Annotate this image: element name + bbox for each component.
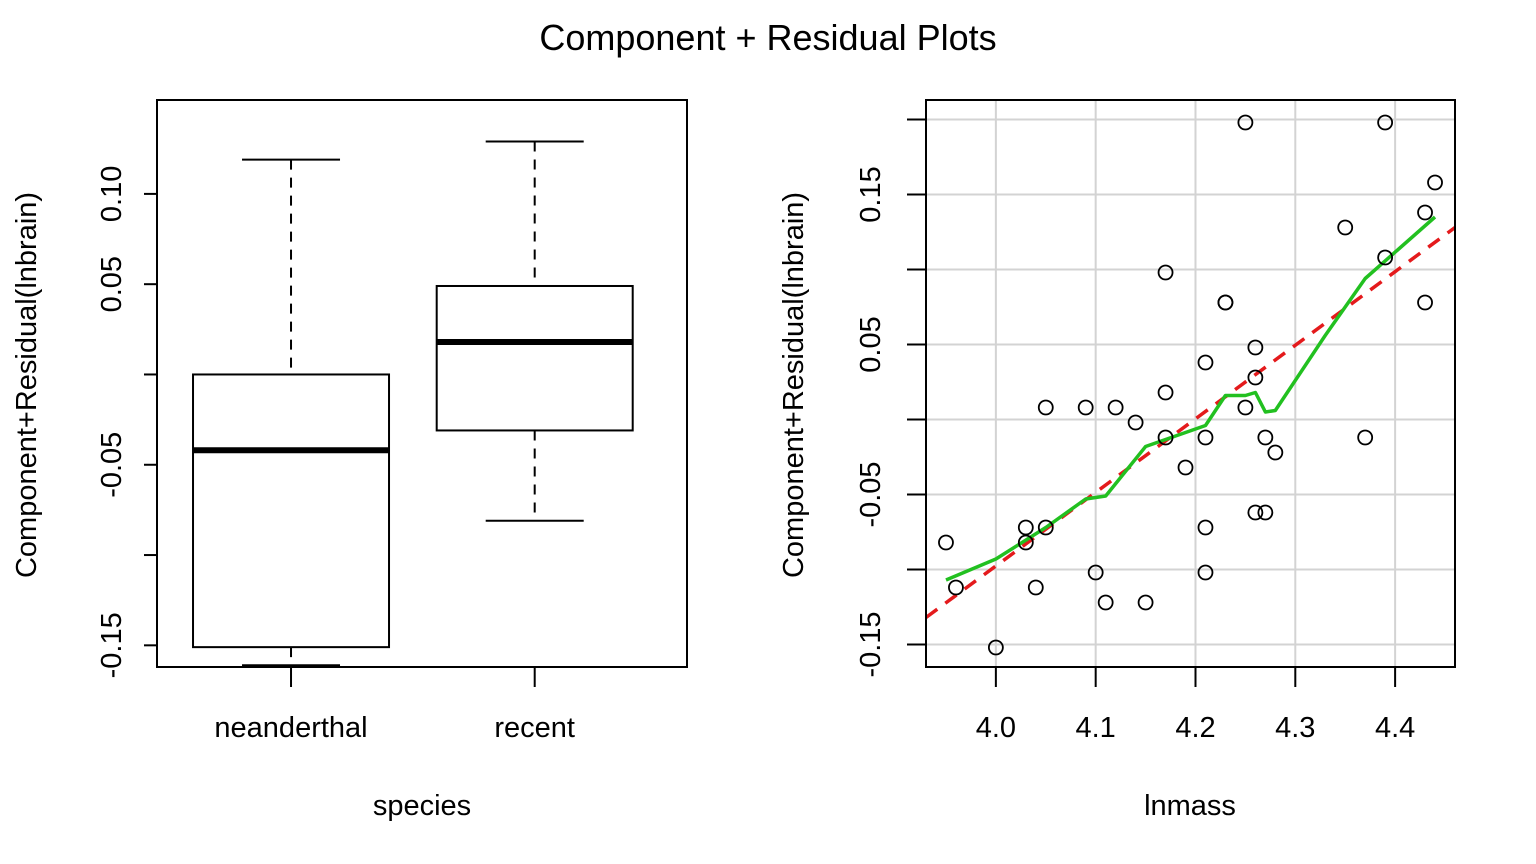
- species-x-axis: neanderthal recent: [214, 667, 575, 744]
- scatter-point: [1247, 339, 1264, 356]
- box-neanderthal-iqr-box: [192, 373, 391, 649]
- lnmass-x-axis: 4.0 4.1 4.2 4.3 4.4: [976, 667, 1415, 744]
- scatter-point: [1267, 444, 1284, 461]
- scatter-point: [1427, 174, 1443, 191]
- scatter-point: [1087, 564, 1104, 581]
- scatter-point: [1417, 204, 1433, 221]
- lnmass-y-tick-label: 0.05: [855, 316, 887, 372]
- scatter-point: [1237, 399, 1254, 416]
- species-y-tick-label: -0.05: [96, 432, 128, 498]
- species-y-tick-label: -0.15: [96, 612, 128, 678]
- scatter-point: [1197, 519, 1214, 536]
- species-panel-frame: [156, 99, 688, 668]
- scatter-point: [938, 534, 954, 551]
- smooth-fit-line: [945, 215, 1437, 582]
- lnmass-x-tick-label: 4.3: [1275, 712, 1315, 744]
- figure-title: Component + Residual Plots: [539, 17, 996, 58]
- scatter-point: [1077, 399, 1094, 416]
- lnmass-lines: [924, 215, 1457, 619]
- lnmass-x-tick-label: 4.0: [976, 712, 1016, 744]
- species-x-axis-label: species: [373, 790, 471, 822]
- species-panel: -0.15 -0.05 0.05 0.10 neanderthal recent spe…: [11, 99, 688, 822]
- lnmass-y-axis-label: Component+Residual(lnbrain): [778, 192, 810, 578]
- lnmass-panel-grid: [926, 100, 1455, 667]
- scatter-point: [948, 579, 964, 596]
- scatter-point: [1137, 594, 1154, 611]
- scatter-point: [987, 639, 1004, 656]
- lnmass-y-tick-label: -0.05: [855, 461, 887, 527]
- species-y-tick-label: 0.05: [96, 256, 128, 312]
- scatter-point: [1017, 519, 1034, 536]
- scatter-point: [1247, 369, 1264, 386]
- scatter-point: [1157, 264, 1174, 281]
- scatter-point: [1337, 219, 1354, 236]
- lnmass-x-tick-label: 4.4: [1375, 712, 1415, 744]
- scatter-point: [1107, 399, 1124, 416]
- scatter-point: [1257, 429, 1274, 446]
- scatter-point: [1037, 519, 1054, 536]
- lnmass-panel-frame: [925, 99, 1456, 668]
- lnmass-points: [938, 114, 1443, 656]
- scatter-point: [1127, 414, 1144, 431]
- scatter-point: [1377, 114, 1394, 131]
- scatter-point: [1237, 114, 1254, 131]
- scatter-point: [1177, 459, 1194, 476]
- scatter-point: [1247, 504, 1264, 521]
- lnmass-y-axis: -0.15 -0.05 0.05 0.15: [855, 118, 926, 678]
- scatter-point: [1217, 294, 1234, 311]
- scatter-point: [1197, 429, 1214, 446]
- scatter-point: [1197, 354, 1214, 371]
- scatter-point: [1377, 249, 1394, 266]
- lnmass-panel: -0.15 -0.05 0.05 0.15 4.0 4.1 4.2 4.3 4.4 lnmas…: [778, 99, 1457, 822]
- lnmass-y-tick-label: -0.15: [855, 611, 887, 677]
- species-y-tick-label: 0.10: [96, 166, 128, 222]
- scatter-point: [1257, 504, 1274, 521]
- lnmass-y-tick-label: 0.15: [855, 166, 887, 222]
- species-y-axis: -0.15 -0.05 0.05 0.10: [96, 166, 157, 678]
- lnmass-x-tick-label: 4.2: [1175, 712, 1215, 744]
- species-y-axis-label: Component+Residual(lnbrain): [11, 192, 43, 578]
- scatter-point: [1037, 399, 1054, 416]
- species-x-tick-label: recent: [494, 712, 575, 744]
- scatter-point: [1357, 429, 1374, 446]
- box-recent-iqr-box: [435, 284, 634, 432]
- scatter-point: [1017, 534, 1034, 551]
- scatter-point: [1157, 429, 1174, 446]
- species-x-tick-label: neanderthal: [214, 712, 367, 744]
- species-boxes: [192, 140, 634, 667]
- scatter-point: [1097, 594, 1114, 611]
- scatter-point: [1417, 294, 1433, 311]
- scatter-point: [1197, 564, 1214, 581]
- linear-fit-line: [924, 226, 1457, 619]
- scatter-point: [1157, 384, 1174, 401]
- lnmass-x-tick-label: 4.1: [1076, 712, 1116, 744]
- scatter-point: [1027, 579, 1044, 596]
- lnmass-x-axis-label: lnmass: [1144, 790, 1236, 822]
